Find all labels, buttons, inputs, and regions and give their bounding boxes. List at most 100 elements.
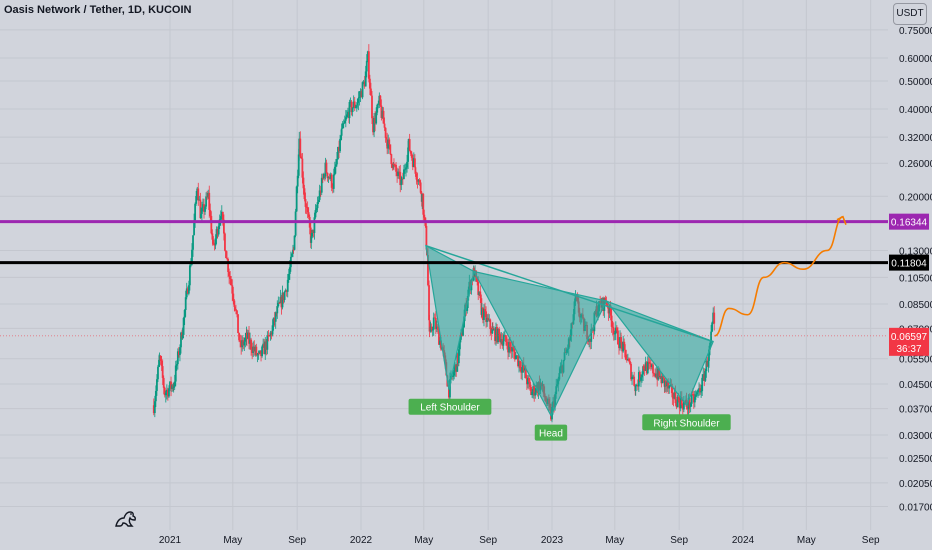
candle-body <box>687 397 690 410</box>
candle-body <box>391 164 394 168</box>
candle-body <box>269 332 272 337</box>
candle-body <box>284 290 287 292</box>
candle-body <box>340 135 343 139</box>
candle-body <box>156 379 158 391</box>
candle-body <box>655 373 658 377</box>
candle-body <box>696 392 698 395</box>
candle-body <box>241 340 244 348</box>
level-badge-label: 0.11804 <box>891 259 927 270</box>
candle-body <box>432 317 435 330</box>
candle-body <box>355 105 358 107</box>
candle-body <box>359 91 362 98</box>
candle-body <box>625 359 628 361</box>
pattern-label-bg <box>534 424 568 441</box>
candle-body <box>440 340 442 350</box>
candle-body <box>651 364 653 368</box>
y-tick-label: 0.20000 <box>899 192 932 203</box>
candle-body <box>299 138 302 157</box>
candle-body <box>529 381 531 388</box>
candle-body <box>363 81 366 87</box>
candle-body <box>237 314 239 334</box>
candle-body <box>699 388 701 393</box>
candle-body <box>484 309 486 312</box>
candle-body <box>287 273 290 280</box>
candle-body <box>211 233 214 240</box>
candle-body <box>671 386 674 398</box>
candle-body <box>357 97 360 103</box>
candle-body <box>195 195 198 204</box>
currency-button[interactable]: USDT <box>893 3 927 25</box>
candle-body <box>706 360 709 367</box>
candle-body <box>336 159 338 165</box>
candle-body <box>159 355 162 361</box>
candle-body <box>388 139 391 145</box>
candle-body <box>318 190 321 200</box>
candle-body <box>675 403 678 408</box>
candle-body <box>431 329 434 331</box>
candle-body <box>227 258 229 272</box>
candle-body <box>524 368 527 379</box>
candle-body <box>265 341 268 350</box>
candle-body <box>533 386 536 396</box>
candle-body <box>296 175 299 187</box>
candle-body <box>650 363 652 368</box>
candle-body <box>514 355 517 360</box>
candle-body <box>285 290 288 292</box>
candle-body <box>425 225 428 250</box>
candle-body <box>175 364 178 366</box>
candle-body <box>153 401 156 414</box>
countdown-label: 36:37 <box>896 344 921 355</box>
candle-body <box>498 328 501 335</box>
candle-body <box>185 288 188 298</box>
candle-body <box>421 193 424 202</box>
level-badge <box>889 254 929 271</box>
candle-body <box>160 360 163 367</box>
candle-body <box>456 353 459 364</box>
candle-body <box>183 310 186 318</box>
candle-body <box>184 297 187 311</box>
candle-body <box>276 306 279 314</box>
candle-body <box>233 300 236 307</box>
candle-body <box>429 326 432 332</box>
candle-body <box>201 208 203 214</box>
candle-body <box>341 123 344 129</box>
candle-body <box>274 312 277 322</box>
candle-body <box>396 171 399 177</box>
candle-body <box>410 153 413 158</box>
candle-body <box>673 392 676 399</box>
last-price-badge <box>889 327 929 356</box>
candle-body <box>361 82 364 98</box>
candle-body <box>506 341 508 346</box>
candle-body <box>252 346 255 353</box>
candle-body <box>228 271 231 277</box>
candle-body <box>174 365 177 382</box>
candle-body <box>171 385 173 389</box>
candle-body <box>502 341 505 346</box>
candle-body <box>304 199 307 207</box>
candle-body <box>256 354 259 356</box>
candle-body <box>179 347 181 356</box>
candle-body <box>187 285 190 294</box>
candle-body <box>205 196 208 207</box>
candle-body <box>657 368 660 380</box>
candle-body <box>676 396 679 408</box>
candle-body <box>222 219 225 234</box>
candle-body <box>480 307 483 315</box>
candle-body <box>617 330 619 345</box>
candle-body <box>520 368 523 373</box>
candle-body <box>342 123 345 125</box>
candle-body <box>482 307 484 320</box>
candle-body <box>499 334 502 343</box>
candle-body <box>512 346 515 349</box>
candle-body <box>711 322 714 332</box>
candle-body <box>371 95 373 119</box>
candle-body <box>375 112 378 124</box>
candle-body <box>636 385 639 387</box>
candle-body <box>162 377 165 388</box>
candle-body <box>191 249 193 265</box>
candle-body <box>328 176 331 179</box>
candle-body <box>652 364 654 374</box>
candle-body <box>394 164 396 166</box>
candle-body <box>177 351 180 356</box>
